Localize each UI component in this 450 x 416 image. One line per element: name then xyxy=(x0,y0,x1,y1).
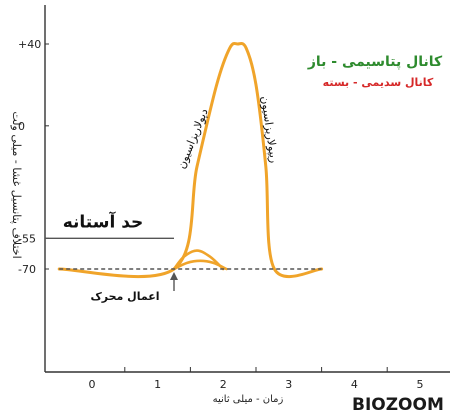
x-tick-label-2: 2 xyxy=(220,378,227,391)
depolarization-label: دپولاریزاسیون xyxy=(175,107,211,171)
x-ticks: 0 1 2 3 4 5 xyxy=(89,367,424,391)
y-tick-label-1: 0 xyxy=(18,120,25,133)
series-line-1 xyxy=(172,249,225,271)
legend-sodium: کانال سدیمی - بسته xyxy=(323,76,434,89)
x-tick-label-4: 4 xyxy=(351,378,358,391)
stimulus-marker xyxy=(170,272,178,291)
series-group xyxy=(57,41,324,279)
x-axis-label: زمان - میلی ثانیه xyxy=(213,394,284,405)
stimulus-label: اعمال محرک xyxy=(90,290,159,303)
x-tick-label-0: 0 xyxy=(89,378,96,391)
y-tick-label-0: +40 xyxy=(18,38,41,51)
x-tick-label-1: 1 xyxy=(154,378,161,391)
series-line-2 xyxy=(172,259,228,271)
biozoom-logo: BIOZOOM xyxy=(352,395,444,415)
logo-text: BIOZOOM xyxy=(352,395,444,415)
y-tick-label-3: -70 xyxy=(18,263,36,276)
legend-potassium: کانال پتاسیمی - باز xyxy=(307,54,443,70)
x-tick-label-5: 5 xyxy=(417,378,424,391)
series-line-0 xyxy=(57,41,324,279)
y-ticks: +40 0 -55 -70 xyxy=(18,38,49,276)
y-tick-label-2: -55 xyxy=(18,232,36,245)
x-tick-label-3: 3 xyxy=(285,378,292,391)
threshold-label: حد آستانه xyxy=(63,210,144,232)
y-axis-label: اختلاف پتانسیل غشا - میلی ولت xyxy=(10,111,23,258)
stimulus-arrow-head xyxy=(170,272,178,280)
